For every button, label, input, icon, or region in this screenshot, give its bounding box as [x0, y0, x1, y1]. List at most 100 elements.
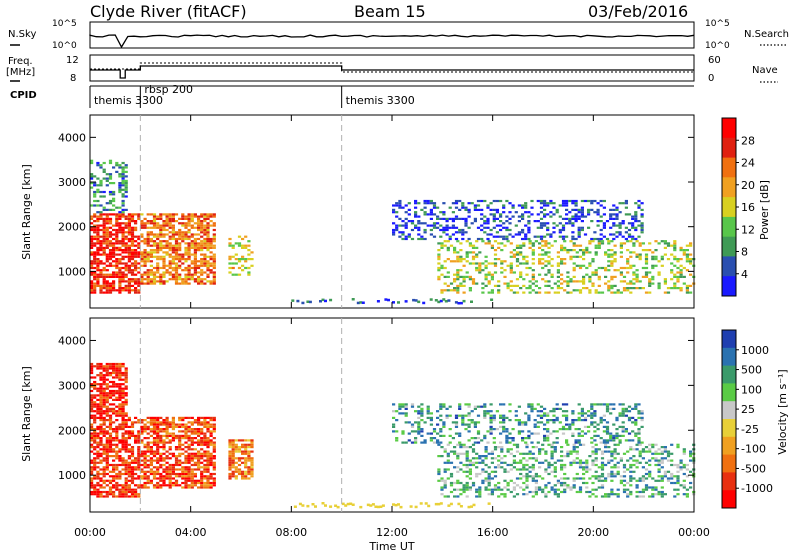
heatmap-cell: [341, 502, 345, 506]
heatmap-cell: [475, 255, 479, 258]
heatmap-cell: [241, 475, 245, 478]
heatmap-cell: [93, 231, 97, 234]
heatmap-cell: [676, 258, 680, 261]
heatmap-cell: [190, 240, 194, 243]
heatmap-cell: [404, 441, 408, 444]
heatmap-cell: [184, 217, 188, 220]
heatmap-cell: [533, 235, 537, 238]
heatmap-cell: [193, 242, 197, 245]
heatmap-cell: [108, 220, 113, 223]
heatmap-cell: [90, 244, 94, 247]
heatmap-cell: [93, 365, 97, 368]
heatmap-cell: [609, 434, 613, 437]
heatmap-cell: [127, 253, 131, 256]
heatmap-cell: [437, 443, 441, 446]
heatmap-cell: [549, 215, 553, 218]
heatmap-cell: [134, 278, 138, 281]
heatmap-cell: [197, 430, 201, 433]
heatmap-cell: [503, 479, 507, 482]
heatmap-cell: [96, 446, 100, 449]
heatmap-cell: [689, 244, 693, 247]
heatmap-cell: [237, 450, 242, 453]
heatmap-cell: [156, 237, 160, 241]
heatmap-cell: [137, 271, 141, 274]
heatmap-cell: [597, 284, 601, 287]
heatmap-cell: [453, 280, 457, 283]
heatmap-cell: [250, 468, 254, 471]
heatmap-cell: [140, 477, 144, 480]
heatmap-cell: [465, 457, 469, 460]
heatmap-cell: [420, 441, 424, 444]
heatmap-cell: [685, 463, 689, 467]
heatmap-cell: [585, 470, 589, 473]
heatmap-cell: [437, 455, 441, 458]
heatmap-cell: [486, 233, 490, 236]
heatmap-cell: [572, 242, 576, 245]
heatmap-cell: [478, 490, 482, 494]
heatmap-cell: [184, 450, 188, 453]
heatmap-cell: [124, 195, 128, 198]
heatmap-cell: [574, 208, 578, 211]
heatmap-cell: [193, 432, 197, 435]
heatmap-cell: [159, 249, 163, 252]
heatmap-cell: [174, 448, 179, 451]
heatmap-cell: [618, 403, 622, 406]
heatmap-cell: [547, 262, 551, 265]
heatmap-cell: [108, 490, 113, 494]
heatmap-cell: [121, 170, 125, 173]
heatmap-cell: [440, 289, 444, 292]
heatmap-cell: [622, 289, 627, 292]
heatmap-cell: [525, 273, 529, 276]
heatmap-cell: [200, 443, 204, 446]
heatmap-cell: [137, 251, 141, 254]
heatmap-cell: [634, 226, 638, 229]
heatmap-cell: [404, 224, 408, 227]
heatmap-cell: [152, 430, 157, 433]
heatmap-cell: [439, 403, 443, 406]
heatmap-cell: [467, 237, 471, 241]
heatmap-cell: [629, 264, 633, 267]
heatmap-cell: [607, 475, 611, 478]
heatmap-cell: [462, 446, 466, 449]
heatmap-cell: [102, 206, 106, 209]
heatmap-cell: [209, 237, 213, 241]
heatmap-cell: [546, 430, 550, 433]
heatmap-cell: [459, 446, 463, 449]
heatmap-cell: [666, 287, 671, 290]
heatmap-cell: [624, 428, 628, 431]
heatmap-cell: [467, 215, 471, 218]
heatmap-cell: [143, 470, 147, 473]
heatmap-cell: [582, 461, 586, 464]
heatmap-cell: [168, 434, 172, 437]
heatmap-cell: [149, 213, 153, 216]
heatmap-cell: [124, 466, 128, 469]
heatmap-cell: [159, 275, 163, 278]
heatmap-cell: [124, 231, 128, 234]
heatmap-cell: [105, 493, 109, 496]
heatmap-cell: [490, 291, 494, 294]
heatmap-cell: [679, 246, 683, 249]
heatmap-cell: [234, 439, 238, 442]
heatmap-cell: [203, 421, 207, 424]
heatmap-cell: [90, 228, 94, 232]
heatmap-cell: [349, 502, 353, 505]
heatmap-cell: [127, 278, 131, 281]
heatmap-cell: [96, 389, 100, 393]
heatmap-cell: [209, 213, 213, 216]
heatmap-cell: [93, 215, 97, 218]
heatmap-cell: [500, 242, 504, 245]
heatmap-cell: [127, 463, 131, 467]
heatmap-cell: [499, 421, 503, 424]
heatmap-cell: [605, 410, 610, 413]
heatmap-cell: [519, 275, 523, 278]
heatmap-cell: [193, 419, 197, 422]
heatmap-cell: [112, 383, 116, 386]
heatmap-cell: [193, 269, 197, 272]
heatmap-cell: [359, 301, 363, 304]
heatmap-cell: [140, 235, 144, 238]
heatmap-cell: [558, 407, 562, 410]
heatmap-cell: [228, 452, 232, 455]
heatmap-cell: [171, 228, 175, 232]
heatmap-cell: [552, 441, 556, 444]
heatmap-cell: [96, 428, 100, 431]
